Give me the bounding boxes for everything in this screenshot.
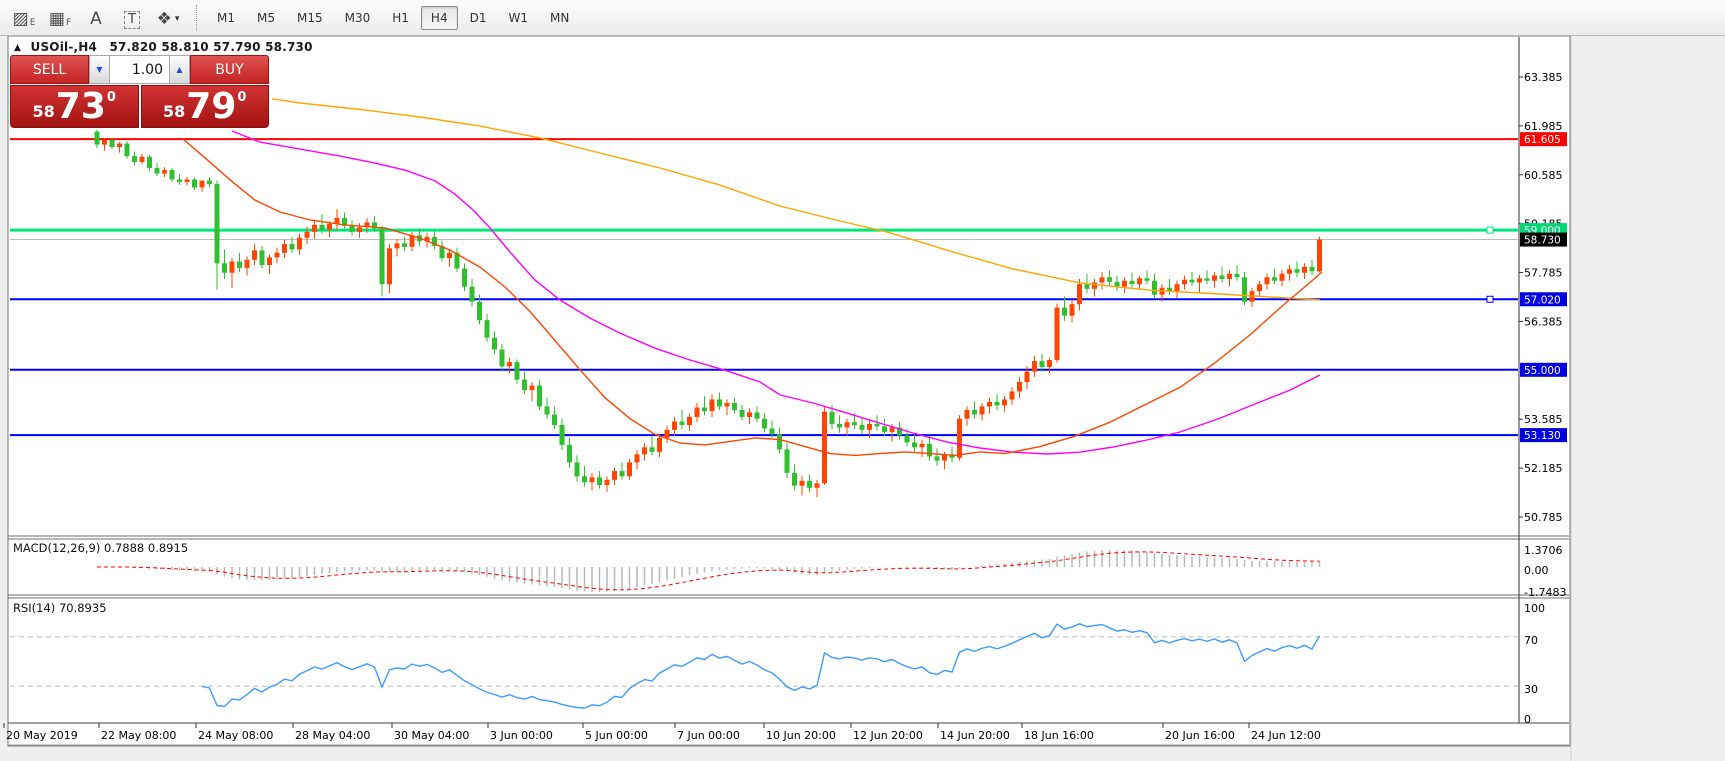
svg-text:70: 70 xyxy=(1524,634,1538,647)
buy-button[interactable]: BUY xyxy=(190,55,269,84)
svg-text:24 Jun 12:00: 24 Jun 12:00 xyxy=(1251,729,1321,742)
svg-text:53.585: 53.585 xyxy=(1524,413,1563,426)
svg-text:0: 0 xyxy=(1524,713,1531,726)
timeframe-h1-button[interactable]: H1 xyxy=(392,10,409,25)
collapse-trade-panel-icon[interactable]: ▲ xyxy=(14,43,22,53)
rsi-line xyxy=(201,623,1321,709)
buy-price-big: 79 xyxy=(186,85,237,127)
svg-text:-1.7483: -1.7483 xyxy=(1524,586,1566,599)
grid-pattern-icon[interactable]: ▦ F xyxy=(48,8,72,29)
volume-decrease-button[interactable]: ▼ xyxy=(89,55,110,84)
grid-pattern-icon: ▦ xyxy=(48,8,65,29)
volume-increase-button[interactable]: ▲ xyxy=(169,55,190,84)
sell-price-small: 58 xyxy=(32,102,55,121)
toolbar: ▨ E ▦ F A T ❖ ▾ M1 M5 M15 M30 H1 H4 D1 W1 MN xyxy=(0,0,1725,36)
timeframe-m15-button[interactable]: M15 xyxy=(297,10,323,25)
arrange-objects-icon: ❖ xyxy=(156,8,172,29)
timeframe-h4-button[interactable]: H4 xyxy=(420,5,458,30)
one-click-trading-panel: SELL ▼ ▲ BUY 58 73 0 58 79 0 xyxy=(10,55,269,128)
chevron-down-icon: ▾ xyxy=(174,13,180,24)
text-box-icon[interactable]: T xyxy=(115,4,149,32)
svg-text:100: 100 xyxy=(1524,602,1545,615)
svg-text:63.385: 63.385 xyxy=(1524,71,1563,84)
svg-text:22 May 08:00: 22 May 08:00 xyxy=(101,729,176,742)
svg-text:53.130: 53.130 xyxy=(1524,430,1561,442)
buy-price-box[interactable]: 58 79 0 xyxy=(140,85,269,128)
text-box-icon: T xyxy=(124,10,140,29)
chart-ohlc-header: ▲ USOil-,H4 57.820 58.810 57.790 58.730 xyxy=(14,40,313,54)
macd-values: 0.7888 0.8915 xyxy=(104,541,189,555)
svg-text:56.385: 56.385 xyxy=(1524,315,1563,328)
hatch-pattern-icon[interactable]: ▨ E xyxy=(12,8,36,29)
svg-text:12 Jun 20:00: 12 Jun 20:00 xyxy=(853,729,923,742)
svg-text:20 May 2019: 20 May 2019 xyxy=(6,729,78,742)
svg-text:28 May 04:00: 28 May 04:00 xyxy=(295,729,370,742)
font-a-icon: A xyxy=(90,8,102,29)
svg-text:10 Jun 20:00: 10 Jun 20:00 xyxy=(766,729,836,742)
macd-label: MACD(12,26,9) 0.7888 0.8915 xyxy=(13,541,189,555)
svg-text:18 Jun 16:00: 18 Jun 16:00 xyxy=(1024,729,1094,742)
ma-mid-magenta xyxy=(231,130,1321,455)
sell-button[interactable]: SELL xyxy=(10,55,89,84)
svg-text:7 Jun 00:00: 7 Jun 00:00 xyxy=(677,729,740,742)
svg-text:52.185: 52.185 xyxy=(1524,462,1563,475)
ohlc-values: 57.820 58.810 57.790 58.730 xyxy=(109,40,313,54)
svg-text:1.3706: 1.3706 xyxy=(1524,544,1563,557)
rsi-value: 70.8935 xyxy=(58,601,107,615)
ma-slow-orange xyxy=(271,98,1321,301)
macd-signal-line xyxy=(97,551,1320,591)
svg-text:57.020: 57.020 xyxy=(1524,294,1561,306)
timeframe-m30-button[interactable]: M30 xyxy=(344,10,371,25)
hatch-pattern-icon: ▨ xyxy=(12,8,29,29)
timeframe-w1-button[interactable]: W1 xyxy=(508,10,528,25)
svg-text:58.730: 58.730 xyxy=(1524,235,1561,247)
svg-text:57.785: 57.785 xyxy=(1524,267,1563,280)
timeframe-d1-button[interactable]: D1 xyxy=(469,10,487,25)
svg-text:60.585: 60.585 xyxy=(1524,169,1563,182)
buy-price-sup: 0 xyxy=(237,90,247,105)
svg-text:3 Jun 00:00: 3 Jun 00:00 xyxy=(490,729,553,742)
svg-text:50.785: 50.785 xyxy=(1524,511,1563,524)
ma-fast-red xyxy=(182,138,1323,457)
sell-price-big: 73 xyxy=(55,85,106,127)
sell-price-box[interactable]: 58 73 0 xyxy=(10,85,139,128)
rsi-label: RSI(14) 70.8935 xyxy=(13,601,107,615)
svg-text:0.00: 0.00 xyxy=(1524,564,1549,577)
sell-price-sup: 0 xyxy=(106,90,116,105)
svg-text:30: 30 xyxy=(1524,683,1538,696)
volume-input[interactable] xyxy=(110,55,169,84)
svg-text:30 May 04:00: 30 May 04:00 xyxy=(394,729,469,742)
svg-text:14 Jun 20:00: 14 Jun 20:00 xyxy=(940,729,1010,742)
svg-text:55.000: 55.000 xyxy=(1524,365,1561,377)
symbol-title: USOil-,H4 xyxy=(30,40,98,54)
buy-price-small: 58 xyxy=(163,102,186,121)
svg-text:20 Jun 16:00: 20 Jun 16:00 xyxy=(1165,729,1235,742)
font-a-icon[interactable]: A xyxy=(79,4,113,32)
svg-text:61.985: 61.985 xyxy=(1524,120,1563,133)
arrange-objects-icon[interactable]: ❖ ▾ xyxy=(151,4,185,32)
timeframe-m5-button[interactable]: M5 xyxy=(257,10,275,25)
timeframe-mn-button[interactable]: MN xyxy=(549,10,570,25)
svg-text:5 Jun 00:00: 5 Jun 00:00 xyxy=(585,729,648,742)
timeframe-m1-button[interactable]: M1 xyxy=(217,10,235,25)
toolbar-separator xyxy=(196,4,198,31)
svg-text:61.605: 61.605 xyxy=(1524,134,1561,146)
svg-text:24 May 08:00: 24 May 08:00 xyxy=(198,729,273,742)
